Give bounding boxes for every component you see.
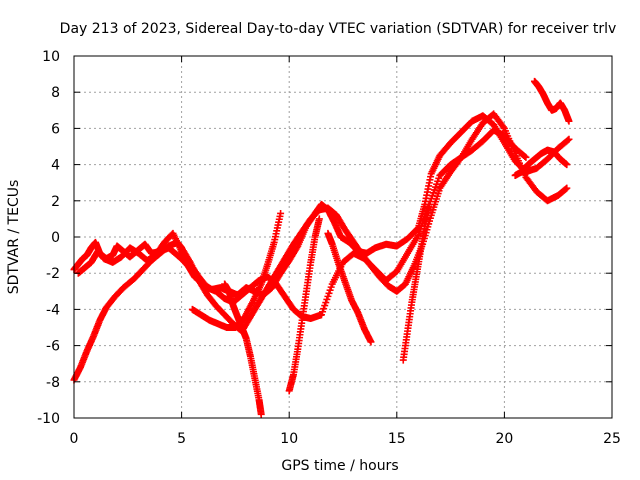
y-tick-label: -6 <box>46 339 60 355</box>
y-tick-label: 2 <box>51 194 60 210</box>
data-point <box>367 338 375 346</box>
chart-title: Day 213 of 2023, Sidereal Day-to-day VTE… <box>60 21 617 37</box>
y-tick-label: -2 <box>46 266 60 282</box>
y-tick-label: 10 <box>42 49 60 65</box>
y-axis-label: SDTVAR / TECUs <box>6 180 22 295</box>
y-tick-label: 8 <box>51 85 60 101</box>
y-tick-label: 0 <box>51 230 60 246</box>
data-point <box>565 135 573 143</box>
data-point <box>257 410 265 418</box>
x-tick-label: 20 <box>495 431 513 447</box>
data-points <box>70 77 573 418</box>
x-tick-label: 25 <box>603 431 621 447</box>
axis-ticks: 0 5 10 15 20 25 -10 -8 -6 -4 -2 0 2 4 6 8 10 <box>37 49 621 447</box>
x-axis-label: GPS time / hours <box>281 458 398 474</box>
data-point <box>425 200 433 208</box>
y-tick-label: 6 <box>51 121 60 137</box>
x-tick-label: 5 <box>177 431 186 447</box>
y-tick-label: 4 <box>51 158 60 174</box>
x-tick-label: 15 <box>388 431 406 447</box>
data-point <box>315 215 323 223</box>
grid-lines <box>74 56 612 418</box>
data-point <box>521 152 529 160</box>
data-point <box>563 184 571 192</box>
data-point <box>522 153 530 161</box>
x-tick-label: 0 <box>70 431 79 447</box>
y-tick-label: -4 <box>46 302 60 318</box>
data-point <box>565 117 573 125</box>
data-point <box>563 161 571 169</box>
data-point <box>277 209 285 217</box>
data-point <box>499 123 507 131</box>
y-tick-label: -8 <box>46 375 60 391</box>
y-tick-label: -10 <box>37 411 60 427</box>
x-tick-label: 10 <box>280 431 298 447</box>
data-point <box>564 136 572 144</box>
